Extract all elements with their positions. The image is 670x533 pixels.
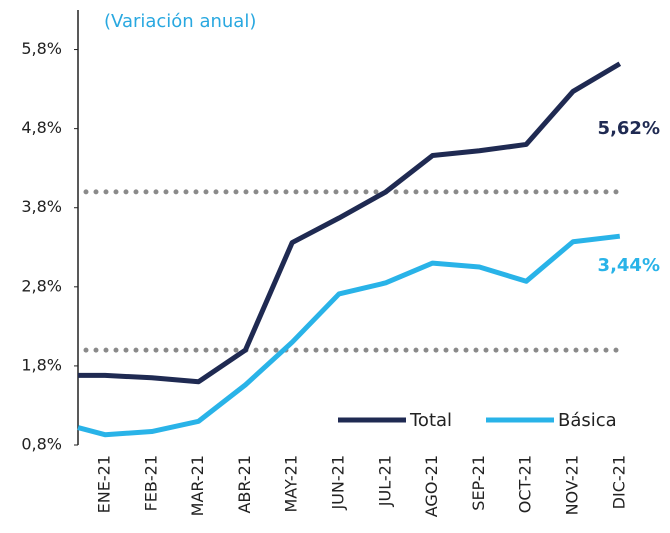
data-label: 3,44% — [598, 255, 660, 276]
x-tick-label: ENE-21 — [95, 455, 114, 513]
y-tick-label: 3,8% — [21, 197, 62, 216]
x-tick-label: NOV-21 — [563, 455, 582, 515]
legend-label: Básica — [558, 410, 617, 431]
x-tick-label: JUL-21 — [375, 455, 394, 507]
legend-label: Total — [409, 410, 452, 431]
y-tick-label: 1,8% — [21, 355, 62, 374]
data-label: 5,62% — [598, 118, 660, 139]
x-tick-label: JUN-21 — [329, 455, 348, 511]
x-tick-label: FEB-21 — [141, 455, 160, 511]
x-tick-label: ABR-21 — [235, 455, 254, 514]
x-tick-label: OCT-21 — [516, 455, 535, 513]
line-series — [78, 61, 622, 385]
x-tick-label: AGO-21 — [422, 455, 441, 517]
y-tick-label: 4,8% — [21, 118, 62, 137]
x-tick-label: DIC-21 — [609, 455, 628, 509]
line-series — [77, 233, 621, 438]
chart-subtitle: (Variación anual) — [104, 11, 256, 32]
x-tick-label: MAR-21 — [188, 455, 207, 516]
y-tick-label: 0,8% — [21, 435, 62, 454]
y-tick-label: 2,8% — [21, 276, 62, 295]
y-tick-label: 5,8% — [21, 39, 62, 58]
x-tick-label: SEP-21 — [469, 455, 488, 511]
x-tick-label: MAY-21 — [282, 455, 301, 513]
